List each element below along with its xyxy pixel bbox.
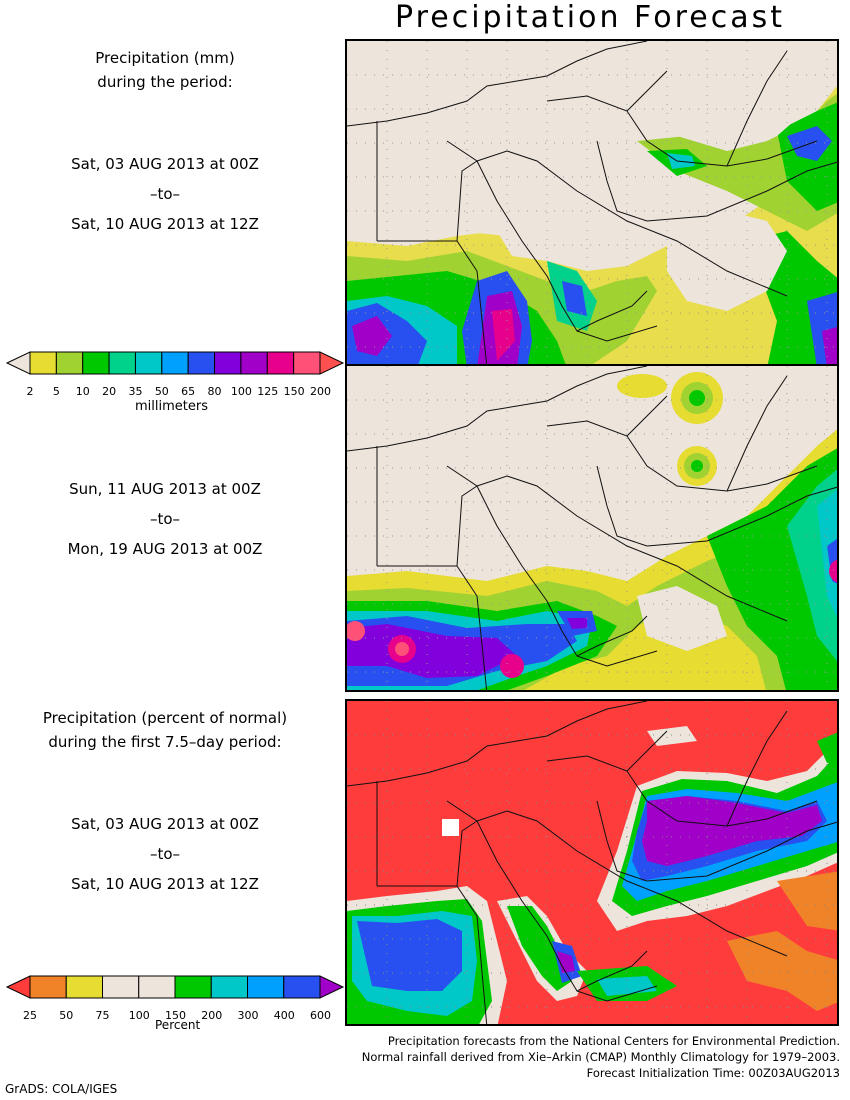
colorbar-percent-ticks: 25 50 75 100 150 200 300 400 600 xyxy=(5,1007,345,1023)
panel3-start: Sat, 03 AUG 2013 at 00Z xyxy=(71,815,259,833)
colorbar-mm-high-arrow xyxy=(319,351,345,375)
panel3-to: –to– xyxy=(149,845,181,863)
footer-line3: Forecast Initialization Time: 00Z03AUG20… xyxy=(586,1066,840,1080)
panel3-heading-line2: during the first 7.5–day period: xyxy=(48,733,282,751)
map-borders xyxy=(347,41,837,364)
map-grid xyxy=(347,41,837,364)
grads-credit: GrADS: COLA/IGES xyxy=(5,1082,118,1096)
colorbar-mm-tick-label: 100 xyxy=(230,385,252,398)
colorbar-mm-tick-label: 50 xyxy=(154,385,169,398)
colorbar-mm-swatch xyxy=(29,351,57,375)
colorbar-mm-tick-label: 65 xyxy=(181,385,196,398)
colorbar-percent-tick-label: 300 xyxy=(237,1009,259,1022)
map-panel-week1-mm xyxy=(345,39,839,366)
map-borders-2 xyxy=(347,366,837,690)
colorbar-mm-tick-label: 2 xyxy=(26,385,34,398)
map-week1-mm-canvas xyxy=(347,41,837,364)
colorbar-mm-swatch xyxy=(293,351,321,375)
colorbar-percent-tick-label: 150 xyxy=(165,1009,186,1022)
colorbar-percent-low-arrow xyxy=(5,975,31,999)
colorbar-mm-swatch xyxy=(240,351,268,375)
colorbar-mm-swatch xyxy=(266,351,295,375)
panel1-to: –to– xyxy=(149,185,181,203)
footer-notes: Precipitation forecasts from the Nationa… xyxy=(362,1033,840,1081)
colorbar-mm-tick-label: 10 xyxy=(75,385,90,398)
colorbar-percent-swatches xyxy=(5,975,345,999)
colorbar-percent-swatch xyxy=(65,975,103,999)
colorbar-mm-swatch xyxy=(214,351,242,375)
panel3-end: Sat, 10 AUG 2013 at 12Z xyxy=(71,875,259,893)
colorbar-percent-swatch xyxy=(174,975,212,999)
map-percent-normal-canvas xyxy=(347,701,837,1024)
colorbar-mm: 2 5 10 20 35 50 65 80 100 125 150 200 millimeters xyxy=(5,349,345,419)
panel3-period: Sat, 03 AUG 2013 at 00Z –to– Sat, 10 AUG… xyxy=(0,815,330,893)
colorbar-percent-tick-label: 100 xyxy=(128,1009,150,1022)
colorbar-mm-tick-label: 80 xyxy=(207,385,222,398)
colorbar-mm-low-arrow xyxy=(5,351,31,375)
colorbar-percent-tick-label: 400 xyxy=(273,1009,295,1022)
colorbar-percent-swatch xyxy=(102,975,140,999)
colorbar-percent-tick-label: 200 xyxy=(201,1009,223,1022)
panel1-period: Sat, 03 AUG 2013 at 00Z –to– Sat, 10 AUG… xyxy=(0,155,330,233)
panel2-period: Sun, 11 AUG 2013 at 00Z –to– Mon, 19 AUG… xyxy=(0,480,330,558)
map-week2-mm-canvas xyxy=(347,366,837,690)
colorbar-mm-tick-label: 20 xyxy=(102,385,117,398)
map-panel-percent-normal xyxy=(345,699,839,1026)
colorbar-mm-swatch xyxy=(134,351,163,375)
panel3-heading: Precipitation (percent of normal) during… xyxy=(0,709,330,751)
colorbar-percent-tick-label: 25 xyxy=(23,1009,37,1022)
colorbar-mm-swatch xyxy=(55,351,84,375)
colorbar-mm-tick-label: 200 xyxy=(310,385,331,398)
panel3-heading-line1: Precipitation (percent of normal) xyxy=(42,709,288,727)
colorbar-percent-high-arrow xyxy=(319,975,345,999)
precip-field-week1 xyxy=(347,41,837,364)
colorbar-mm-ticks: 2 5 10 20 35 50 65 80 100 125 150 200 xyxy=(5,383,345,399)
panel1-heading: Precipitation (mm) during the period: xyxy=(0,49,330,91)
colorbar-percent-swatch xyxy=(283,975,321,999)
colorbar-percent-swatch xyxy=(29,975,67,999)
colorbar-percent-tick-label: 50 xyxy=(59,1009,74,1022)
panel2-to: –to– xyxy=(149,510,181,528)
colorbar-percent-swatch xyxy=(210,975,248,999)
colorbar-percent-swatch xyxy=(247,975,285,999)
colorbar-mm-swatch xyxy=(161,351,189,375)
map-panel-week2-mm xyxy=(345,364,839,692)
colorbar-mm-tick-label: 5 xyxy=(52,385,60,398)
map-borders-3 xyxy=(347,701,837,1024)
colorbar-mm-swatch xyxy=(108,351,136,375)
page-title: Precipitation Forecast xyxy=(395,0,785,35)
panel1-heading-line2: during the period: xyxy=(97,73,233,91)
panel1-heading-line1: Precipitation (mm) xyxy=(95,49,235,67)
colorbar-percent: 25 50 75 100 150 200 300 400 600 Percent xyxy=(5,973,345,1035)
colorbar-percent-tick-label: 600 xyxy=(310,1009,331,1022)
panel2-end: Mon, 19 AUG 2013 at 00Z xyxy=(67,540,263,558)
colorbar-mm-unit: millimeters xyxy=(135,399,208,414)
colorbar-mm-tick-label: 35 xyxy=(128,385,143,398)
panel1-end: Sat, 10 AUG 2013 at 12Z xyxy=(71,215,259,233)
colorbar-percent-tick-label: 75 xyxy=(95,1009,110,1022)
panel2-start: Sun, 11 AUG 2013 at 00Z xyxy=(69,480,261,498)
footer-line2: Normal rainfall derived from Xie–Arkin (… xyxy=(361,1050,840,1064)
colorbar-percent-unit: Percent xyxy=(155,1018,201,1032)
colorbar-mm-swatch xyxy=(82,351,110,375)
panel1-start: Sat, 03 AUG 2013 at 00Z xyxy=(71,155,259,173)
colorbar-mm-swatches xyxy=(5,351,345,375)
colorbar-mm-tick-label: 150 xyxy=(283,385,305,398)
colorbar-mm-swatch xyxy=(187,351,216,375)
footer-line1: Precipitation forecasts from the Nationa… xyxy=(387,1034,840,1048)
colorbar-percent-swatch xyxy=(138,975,176,999)
colorbar-mm-tick-label: 125 xyxy=(257,385,279,398)
